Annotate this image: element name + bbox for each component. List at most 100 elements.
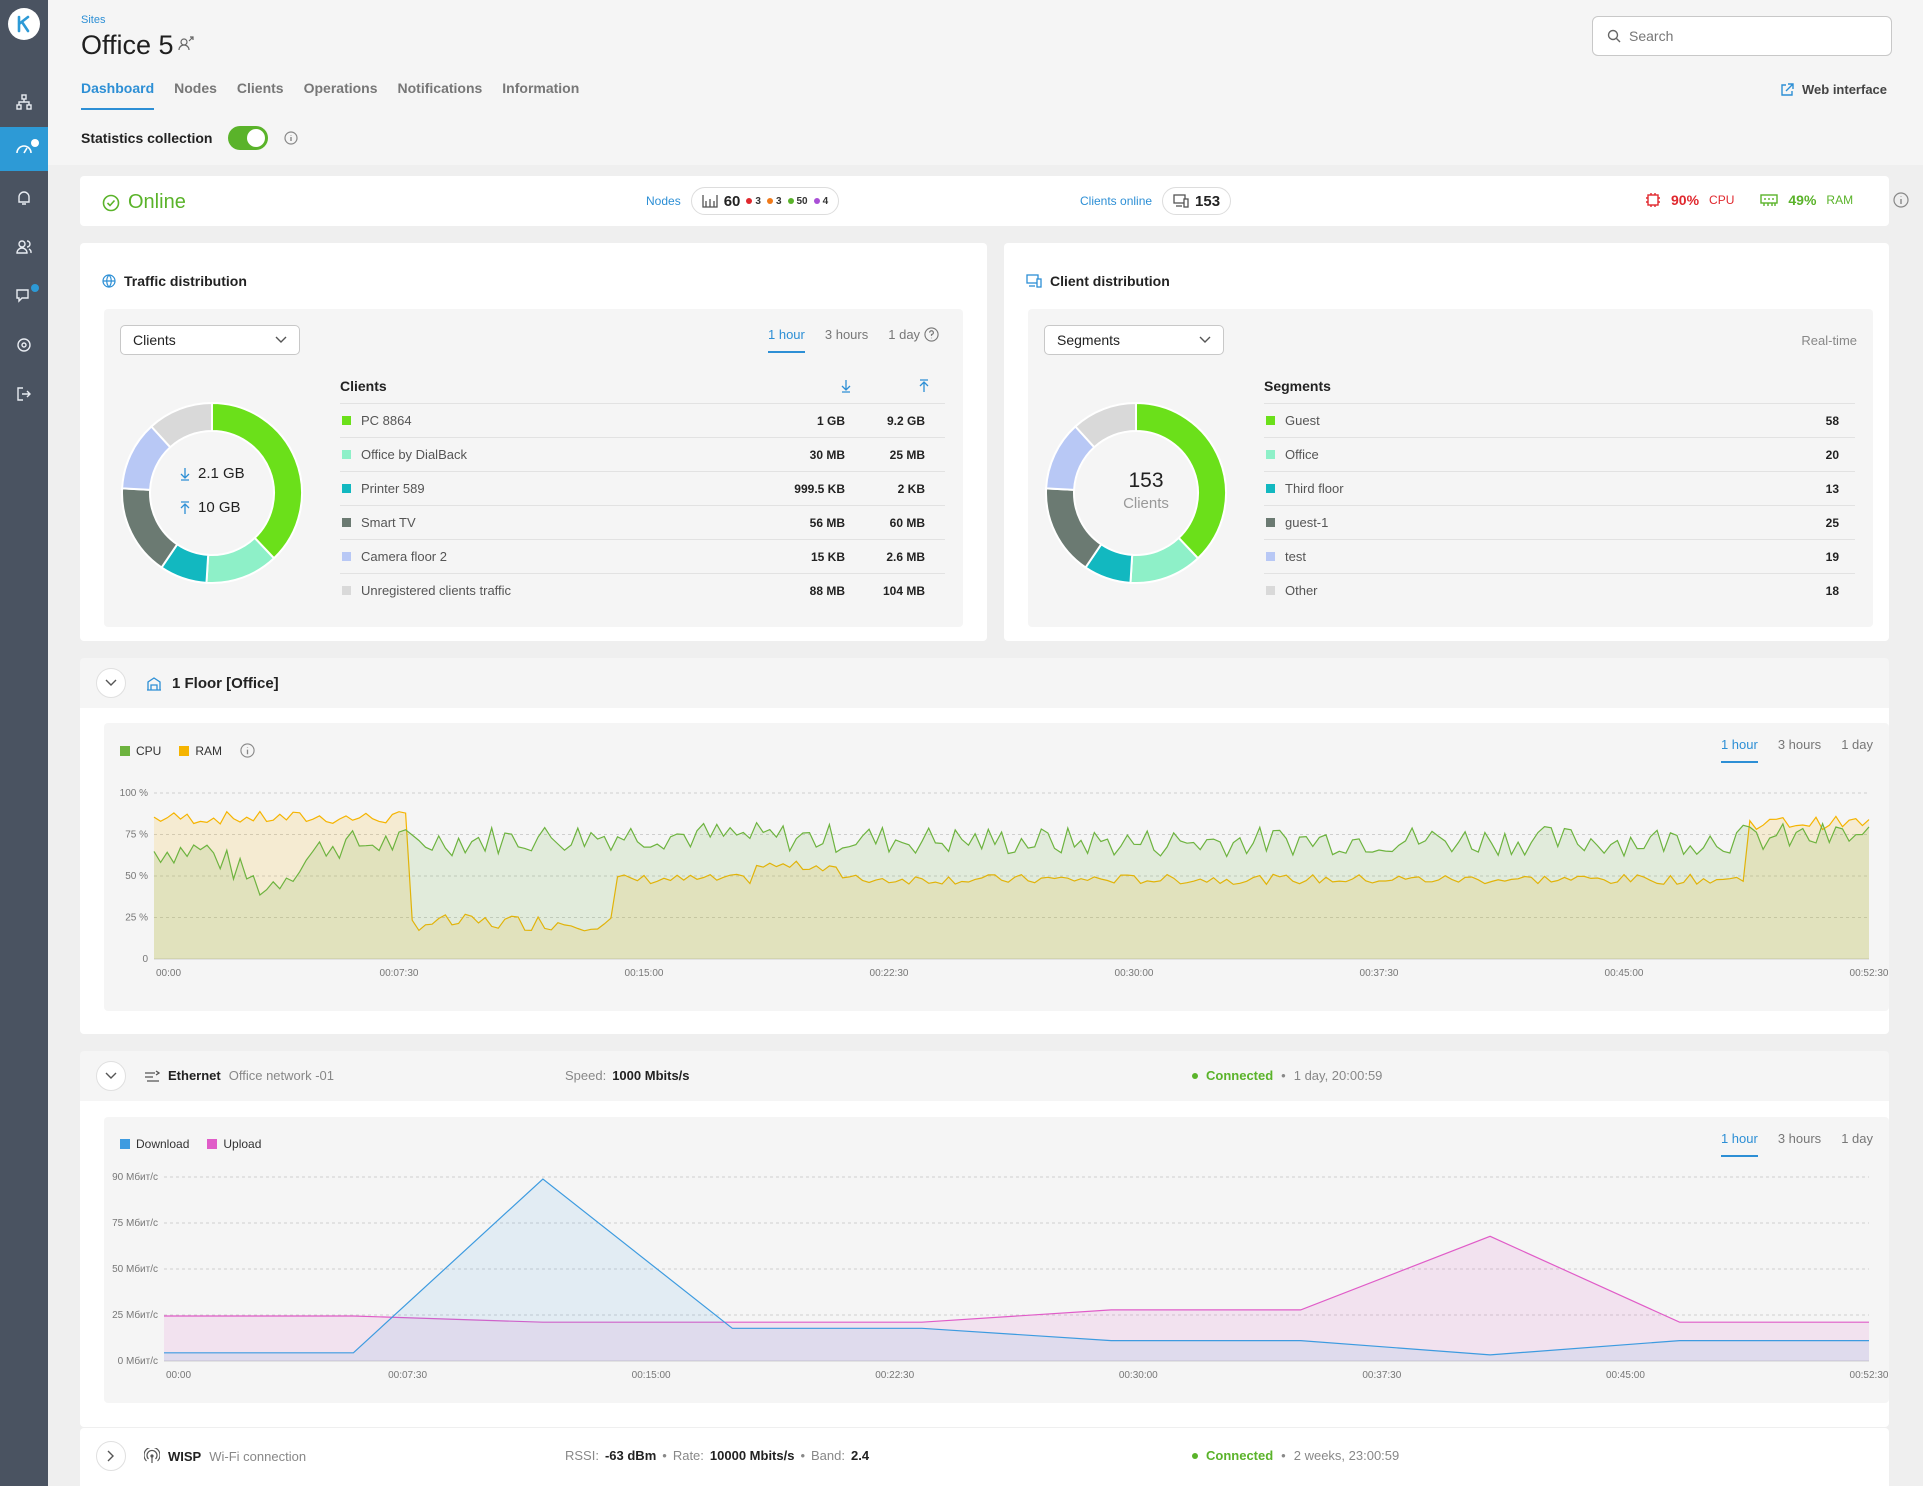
traffic-select[interactable]: Clients (120, 325, 300, 355)
upload-column-icon[interactable] (919, 379, 929, 393)
help-icon[interactable] (924, 327, 939, 342)
status-label: Connected (1206, 1448, 1274, 1463)
upload-series-area (164, 1236, 1869, 1361)
cpu-label: CPU (1709, 193, 1735, 207)
app-logo[interactable] (8, 8, 40, 40)
segment-row[interactable]: Other 18 (1264, 573, 1855, 607)
tab-dashboard[interactable]: Dashboard (81, 80, 155, 110)
donut-slice[interactable] (1073, 401, 1137, 449)
donut-slice[interactable] (211, 401, 303, 560)
y-tick-label: 50 % (125, 871, 148, 882)
range-1-hour[interactable]: 1 hour (768, 327, 805, 353)
y-tick-label: 75 % (125, 830, 148, 841)
range-3-hours[interactable]: 3 hours (1777, 737, 1822, 752)
statistics-toggle[interactable] (228, 126, 269, 150)
traffic-row[interactable]: Unregistered clients traffic 88 MB 104 MB (340, 573, 945, 607)
range-1-day[interactable]: 1 day (888, 327, 921, 342)
web-interface-link[interactable]: Web interface (1780, 82, 1887, 97)
separator: • (800, 1448, 806, 1463)
legend-ram[interactable]: RAM (179, 744, 222, 758)
tab-nodes[interactable]: Nodes (174, 80, 217, 96)
traffic-table-header: Clients (340, 369, 945, 403)
color-swatch (1266, 518, 1275, 527)
tab-clients[interactable]: Clients (236, 80, 284, 96)
chevron-down-icon (105, 679, 117, 686)
search-input[interactable]: Search (1592, 16, 1892, 56)
collapse-button[interactable] (96, 1061, 126, 1091)
ram-label: RAM (1826, 193, 1854, 207)
color-swatch (1266, 484, 1275, 493)
traffic-row[interactable]: Smart TV 56 MB 60 MB (340, 505, 945, 539)
segment-row[interactable]: test 19 (1264, 539, 1855, 573)
segments-table-title: Segments (1264, 378, 1331, 394)
clients-summary[interactable]: Clients online 153 (1080, 187, 1232, 215)
range-3-hours[interactable]: 3 hours (824, 327, 869, 342)
share-user-icon[interactable] (178, 36, 194, 52)
breadcrumb[interactable]: Sites (81, 14, 106, 26)
donut-slice[interactable] (1135, 401, 1227, 560)
traffic-distribution-card: Traffic distribution Clients 1 hour 3 ho… (80, 243, 987, 641)
row-count: 25 (1825, 515, 1839, 530)
traffic-row[interactable]: Camera floor 2 15 KB 2.6 MB (340, 539, 945, 573)
tab-information[interactable]: Information (502, 80, 580, 96)
traffic-chart: Download Upload 1 hour 3 hours 1 day 90 … (104, 1117, 1889, 1403)
donut-slice[interactable] (149, 401, 213, 449)
traffic-row[interactable]: Printer 589 999.5 KB 2 KB (340, 471, 945, 505)
logout-icon (17, 387, 31, 401)
info-icon[interactable] (240, 743, 255, 758)
traffic-table: Clients PC 8864 1 GB 9.2 GB Office by DialB… (340, 369, 945, 607)
cpu-value: 90% (1671, 192, 1700, 208)
ram-series-line (153, 810, 1870, 932)
rssi-label: RSSI: (565, 1448, 599, 1463)
segment-row[interactable]: Office 20 (1264, 437, 1855, 471)
floor-title: 1 Floor [Office] (146, 675, 279, 692)
range-3-hours[interactable]: 3 hours (1777, 1131, 1822, 1146)
sidebar-item-dashboard[interactable] (0, 127, 48, 171)
traffic-row[interactable]: Office by DialBack 30 MB 25 MB (340, 437, 945, 471)
segment-row[interactable]: Third floor 13 (1264, 471, 1855, 505)
tab-notifications[interactable]: Notifications (397, 80, 483, 96)
globe-icon (102, 274, 116, 288)
sidebar-item-network[interactable] (0, 80, 48, 124)
range-1-day[interactable]: 1 day (1841, 1131, 1873, 1146)
x-tick-label: 00:15:00 (625, 968, 664, 979)
legend-download[interactable]: Download (120, 1137, 189, 1151)
nodes-summary[interactable]: Nodes 60 3 3 50 4 (646, 187, 840, 215)
segment-row[interactable]: guest-1 25 (1264, 505, 1855, 539)
x-tick-label: 00:00 (166, 1370, 191, 1381)
legend-cpu[interactable]: CPU (120, 744, 161, 758)
floor-range-tabs: 1 hour 3 hours 1 day (1720, 737, 1873, 763)
info-icon[interactable] (284, 131, 299, 145)
color-swatch (1266, 586, 1275, 595)
y-tick-label: 90 Мбит/с (112, 1171, 158, 1183)
range-1-hour[interactable]: 1 hour (1720, 1131, 1758, 1157)
expand-button[interactable] (96, 1441, 126, 1471)
info-icon[interactable] (1893, 192, 1909, 208)
donut-slice[interactable] (1045, 487, 1103, 569)
sidebar-item-messages[interactable] (0, 274, 48, 318)
download-column-icon[interactable] (841, 379, 851, 393)
range-1-day[interactable]: 1 day (1841, 737, 1873, 752)
range-1-hour[interactable]: 1 hour (1720, 737, 1758, 763)
row-name: Smart TV (361, 515, 416, 530)
wisp-section-header: WISP Wi-Fi connection RSSI: -63 dBm • Ra… (80, 1428, 1889, 1486)
ethernet-section-header: Ethernet Office network -01 Speed: 1000 … (80, 1051, 1889, 1101)
traffic-row[interactable]: PC 8864 1 GB 9.2 GB (340, 403, 945, 437)
status-dot (1192, 1072, 1198, 1079)
sidebar-item-alerts[interactable] (0, 176, 48, 220)
legend-upload[interactable]: Upload (207, 1137, 261, 1151)
tab-operations[interactable]: Operations (303, 80, 378, 96)
sidebar-item-settings[interactable] (0, 323, 48, 367)
clients-pill[interactable]: 153 (1162, 187, 1232, 215)
sidebar-item-users[interactable] (0, 225, 48, 269)
nodes-pill[interactable]: 60 3 3 50 4 (690, 187, 840, 215)
collapse-button[interactable] (96, 668, 126, 698)
donut-slice[interactable] (121, 487, 179, 569)
color-swatch (342, 484, 351, 493)
segments-select[interactable]: Segments (1044, 325, 1224, 355)
tab-bar: Dashboard Nodes Clients Operations Notif… (81, 80, 599, 110)
cpu-series-line (153, 821, 1870, 896)
segment-row[interactable]: Guest 58 (1264, 403, 1855, 437)
sidebar-item-logout[interactable] (0, 372, 48, 416)
arrow-down-icon (180, 467, 190, 481)
